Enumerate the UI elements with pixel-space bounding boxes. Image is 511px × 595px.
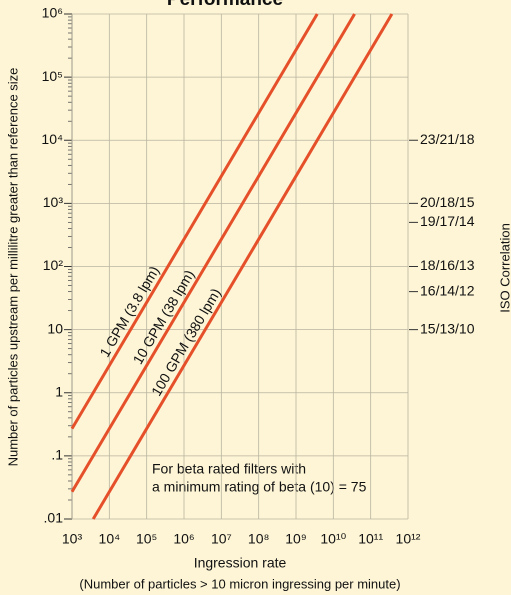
x-axis-sublabel: (Number of particles > 10 micron ingress… [79, 576, 400, 591]
y-tick-label: 10 [47, 320, 63, 336]
series-line [70, 13, 319, 430]
x-tick-label: 10³ [62, 531, 83, 547]
y2-tick-label: 16/14/12 [420, 282, 475, 298]
x-tick-label: 10¹² [396, 531, 421, 547]
y2-axis-label: ISO Correlation [497, 223, 511, 313]
y2-tick-label: 23/21/18 [420, 131, 475, 147]
x-tick-label: 10⁷ [211, 531, 232, 547]
y-tick-label: 10² [43, 257, 64, 273]
x-axis-label: Ingression rate [194, 555, 287, 571]
y2-tick-label: 20/18/15 [420, 194, 475, 210]
chart-title: Performance [167, 0, 283, 10]
y2-tick-label: 15/13/10 [420, 320, 475, 336]
annotation: For beta rated filters with [152, 461, 306, 477]
y-tick-label: 10⁵ [42, 68, 63, 84]
annotation: a minimum rating of beta (10) = 75 [152, 479, 367, 495]
y-tick-label: 1 [55, 383, 63, 399]
x-tick-label: 10¹¹ [358, 531, 383, 547]
y-tick-label: 10⁶ [42, 5, 63, 21]
x-tick-label: 10⁵ [136, 531, 157, 547]
x-tick-label: 10⁸ [248, 531, 270, 547]
x-tick-label: 10⁹ [285, 531, 307, 547]
x-tick-label: 10⁴ [99, 531, 121, 547]
y-tick-label: .1 [51, 447, 63, 463]
y-tick-label: .01 [44, 510, 64, 526]
y2-tick-label: 19/17/14 [420, 213, 475, 229]
y-axis-label: Number of particles upstream per millili… [5, 68, 20, 467]
y2-tick-label: 18/16/13 [420, 257, 475, 273]
x-tick-label: 10⁶ [173, 531, 194, 547]
y-tick-label: 10³ [43, 194, 64, 210]
series-line [91, 13, 394, 520]
y-tick-label: 10⁴ [41, 131, 63, 147]
x-tick-label: 10¹⁰ [320, 531, 346, 547]
series-line [70, 13, 356, 493]
